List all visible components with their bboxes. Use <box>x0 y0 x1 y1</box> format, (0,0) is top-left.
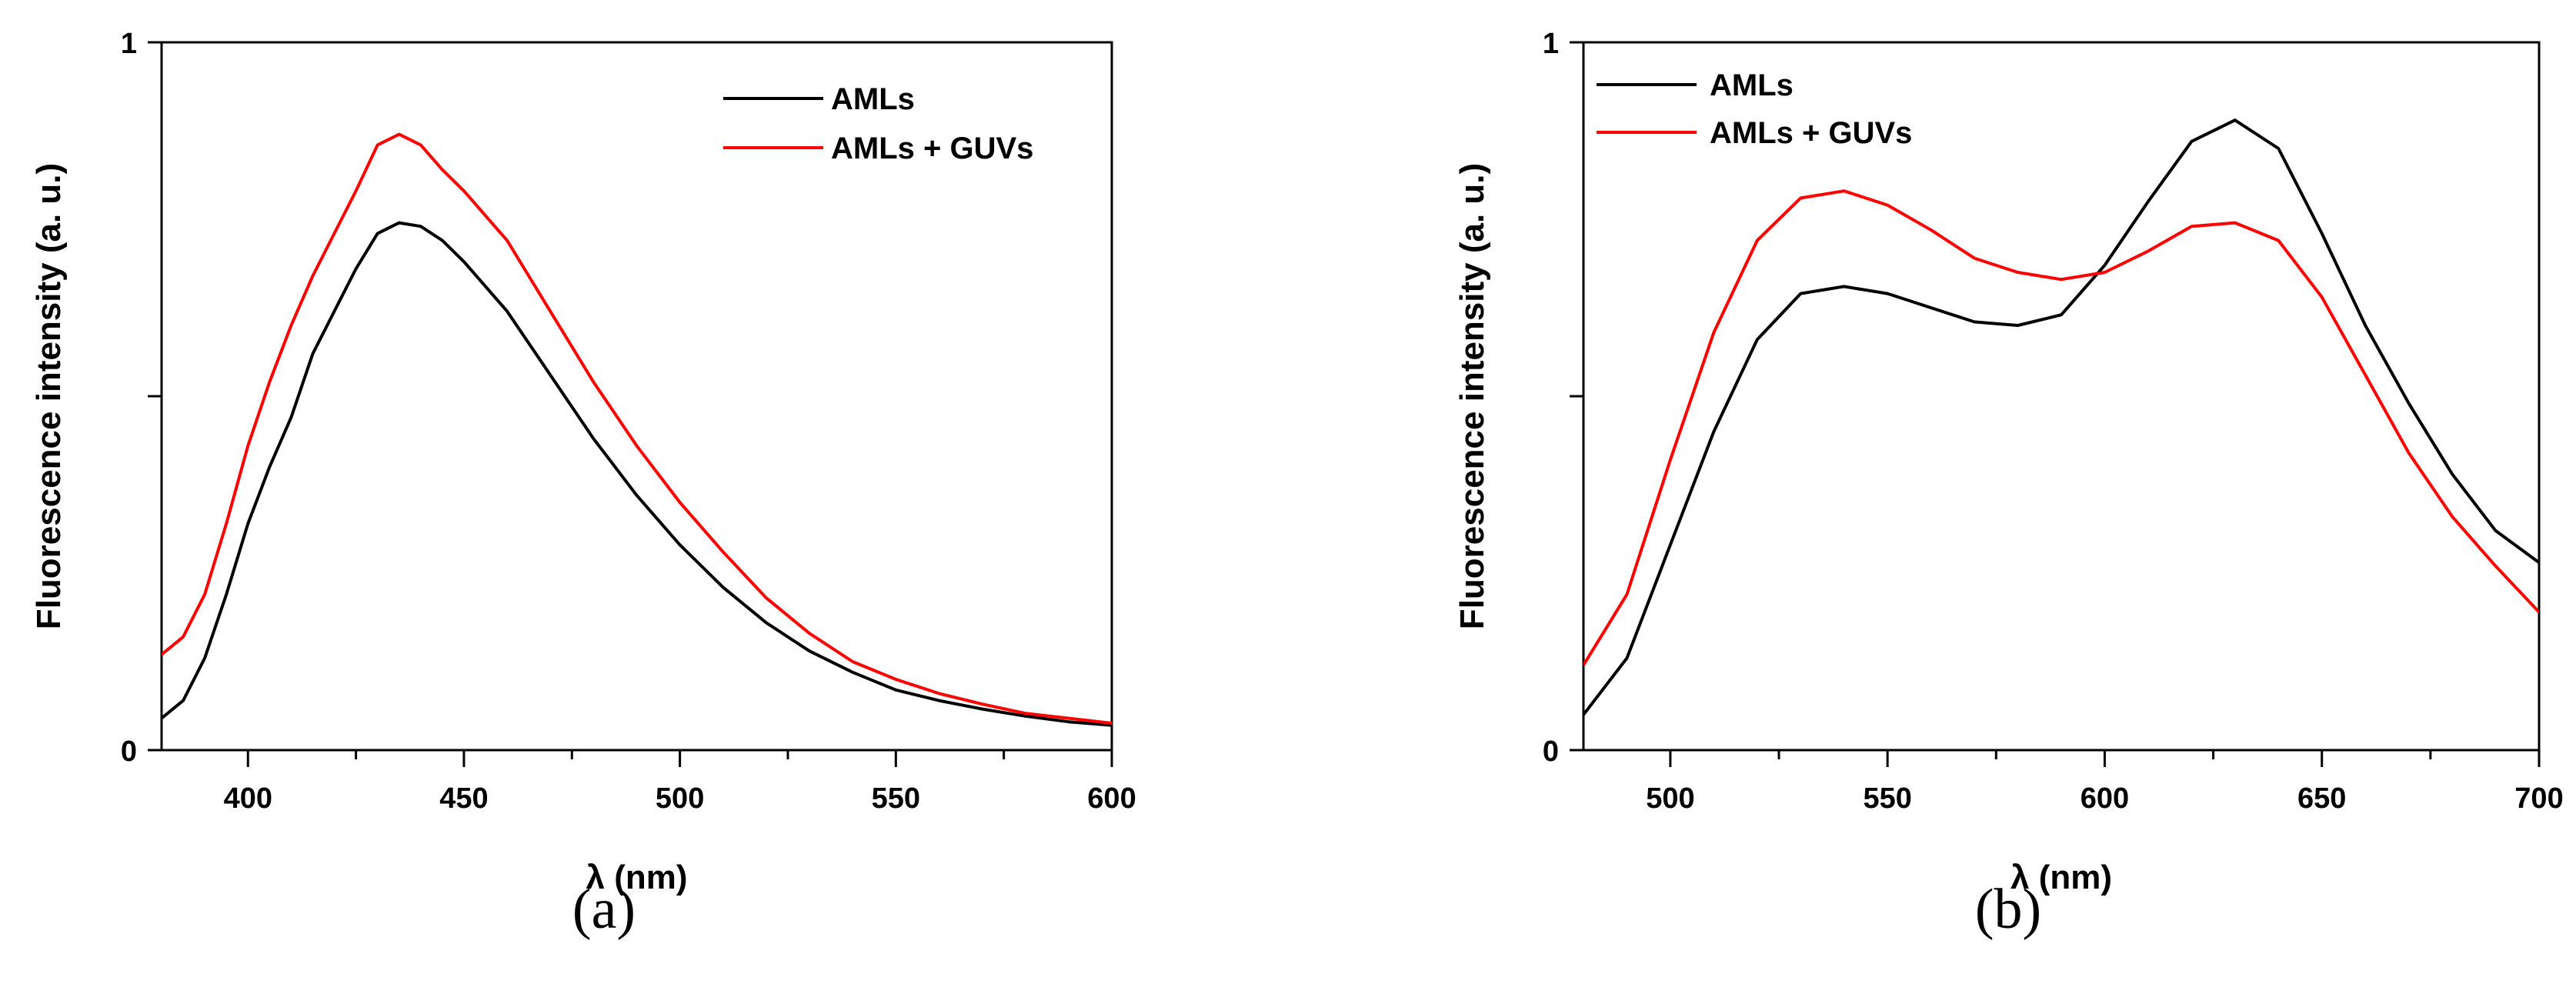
y-tick-label: 0 <box>1543 735 1559 768</box>
y-axis-label: Fluorescence intensity (a. u.) <box>30 163 68 629</box>
series-line-amls <box>162 221 1112 727</box>
x-tick-label: 600 <box>2080 782 2129 815</box>
y-tick-label: 0 <box>121 735 137 768</box>
chart-panel-a: 400 450 500 550 600 0 1 λ (nm) Fluorescence inte… <box>30 28 1136 896</box>
legend-label-amls: AMLs <box>831 82 915 116</box>
series-line-amls <box>1583 118 2539 716</box>
x-tick-label: 550 <box>1863 782 1911 815</box>
x-tick-label: 450 <box>439 782 488 815</box>
panel-caption-a: (a) <box>572 878 636 941</box>
y-tick-label: 1 <box>1543 28 1559 60</box>
x-tick-label: 600 <box>1087 782 1136 815</box>
panel-caption-b: (b) <box>1974 878 2042 941</box>
y-tick-label: 1 <box>121 28 137 60</box>
legend-label-amls-guvs: AMLs + GUVs <box>1710 116 1912 150</box>
x-tick-label: 400 <box>224 782 272 815</box>
chart-panel-b: 500 550 600 650 700 0 1 λ (nm) Fluorescence inte… <box>1453 28 2564 896</box>
x-axis-label: λ (nm) <box>2010 859 2112 896</box>
x-tick-label: 500 <box>1646 782 1694 815</box>
x-axis-label: λ (nm) <box>586 859 688 896</box>
x-tick-label: 550 <box>872 782 920 815</box>
legend-label-amls: AMLs <box>1710 68 1794 102</box>
x-tick-label: 650 <box>2297 782 2346 815</box>
x-tick-label: 500 <box>656 782 704 815</box>
series-line-amls-guvs <box>162 132 1112 725</box>
series-line-amls-guvs <box>1583 189 2539 666</box>
legend-label-amls-guvs: AMLs + GUVs <box>831 132 1033 165</box>
x-tick-label: 700 <box>2514 782 2563 815</box>
y-axis-label: Fluorescence intensity (a. u.) <box>1453 163 1491 629</box>
